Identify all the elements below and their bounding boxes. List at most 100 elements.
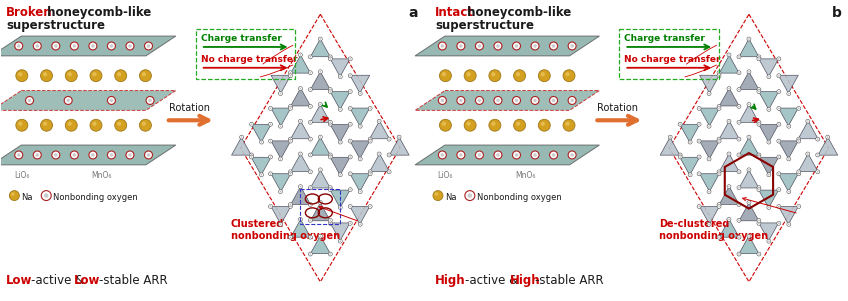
Circle shape xyxy=(328,122,332,126)
Circle shape xyxy=(298,185,303,189)
Circle shape xyxy=(476,151,483,159)
Circle shape xyxy=(757,88,761,92)
Circle shape xyxy=(349,90,352,94)
Circle shape xyxy=(717,139,721,143)
Polygon shape xyxy=(739,39,759,57)
Circle shape xyxy=(339,240,341,242)
Text: Clustered
nonbonding oxygen: Clustered nonbonding oxygen xyxy=(231,219,340,241)
Circle shape xyxy=(571,99,574,102)
Circle shape xyxy=(708,191,710,192)
Circle shape xyxy=(338,75,343,79)
Circle shape xyxy=(738,89,739,90)
Circle shape xyxy=(758,219,760,221)
Circle shape xyxy=(338,239,343,243)
Circle shape xyxy=(320,71,321,73)
Circle shape xyxy=(698,107,700,109)
Circle shape xyxy=(679,156,681,158)
Circle shape xyxy=(747,135,751,139)
Circle shape xyxy=(778,173,779,175)
Circle shape xyxy=(65,70,77,82)
Circle shape xyxy=(568,42,576,50)
Circle shape xyxy=(54,153,58,157)
Text: MnO₆: MnO₆ xyxy=(92,171,112,180)
Circle shape xyxy=(349,107,351,109)
Circle shape xyxy=(318,168,322,172)
Polygon shape xyxy=(291,55,310,73)
Circle shape xyxy=(708,158,710,160)
Circle shape xyxy=(36,44,39,48)
Circle shape xyxy=(360,93,361,94)
Circle shape xyxy=(270,140,271,142)
Circle shape xyxy=(328,88,332,92)
Circle shape xyxy=(727,185,731,189)
Circle shape xyxy=(309,71,312,75)
Polygon shape xyxy=(759,190,778,208)
Text: Nonbonding oxygen: Nonbonding oxygen xyxy=(477,193,561,202)
Circle shape xyxy=(330,122,331,123)
Circle shape xyxy=(737,104,741,108)
Circle shape xyxy=(758,156,760,158)
Circle shape xyxy=(718,72,720,73)
Circle shape xyxy=(737,120,741,124)
Circle shape xyxy=(728,153,730,155)
Circle shape xyxy=(368,170,372,174)
Polygon shape xyxy=(310,39,330,57)
Circle shape xyxy=(330,154,331,156)
Circle shape xyxy=(477,153,481,157)
Text: MnO₆: MnO₆ xyxy=(515,171,535,180)
Circle shape xyxy=(11,192,14,196)
Polygon shape xyxy=(271,108,291,126)
Circle shape xyxy=(787,222,791,226)
Circle shape xyxy=(270,156,271,158)
Circle shape xyxy=(360,158,361,160)
Circle shape xyxy=(778,206,779,207)
Circle shape xyxy=(358,92,362,95)
Circle shape xyxy=(678,153,682,157)
Circle shape xyxy=(757,218,761,222)
Circle shape xyxy=(457,42,465,50)
Circle shape xyxy=(797,107,801,110)
Circle shape xyxy=(299,120,301,122)
Circle shape xyxy=(388,137,391,141)
Circle shape xyxy=(309,203,312,206)
Polygon shape xyxy=(700,141,719,159)
Circle shape xyxy=(318,135,322,139)
Circle shape xyxy=(816,137,820,141)
Circle shape xyxy=(44,193,48,198)
Polygon shape xyxy=(291,154,310,172)
Circle shape xyxy=(689,174,691,175)
Circle shape xyxy=(563,70,575,82)
Circle shape xyxy=(697,204,701,209)
Polygon shape xyxy=(370,121,389,139)
Circle shape xyxy=(349,107,352,110)
Circle shape xyxy=(768,76,770,77)
Circle shape xyxy=(108,42,115,50)
Polygon shape xyxy=(719,55,739,73)
Circle shape xyxy=(320,136,321,138)
Circle shape xyxy=(349,173,351,175)
Circle shape xyxy=(477,44,481,48)
Circle shape xyxy=(489,119,501,131)
Polygon shape xyxy=(700,75,719,93)
Circle shape xyxy=(278,92,282,95)
Circle shape xyxy=(290,107,291,109)
Circle shape xyxy=(515,99,518,102)
Circle shape xyxy=(727,217,731,221)
Circle shape xyxy=(441,153,444,157)
Circle shape xyxy=(717,137,721,141)
Circle shape xyxy=(349,156,351,158)
Circle shape xyxy=(707,124,711,128)
Circle shape xyxy=(360,191,361,192)
Circle shape xyxy=(718,171,720,172)
Polygon shape xyxy=(739,170,759,188)
Circle shape xyxy=(349,57,352,61)
Circle shape xyxy=(310,204,311,205)
Polygon shape xyxy=(251,125,271,142)
Circle shape xyxy=(758,253,760,255)
Circle shape xyxy=(747,37,751,41)
Circle shape xyxy=(288,204,293,209)
Circle shape xyxy=(728,186,730,188)
Circle shape xyxy=(52,151,60,159)
Circle shape xyxy=(438,42,446,50)
Polygon shape xyxy=(350,174,370,191)
